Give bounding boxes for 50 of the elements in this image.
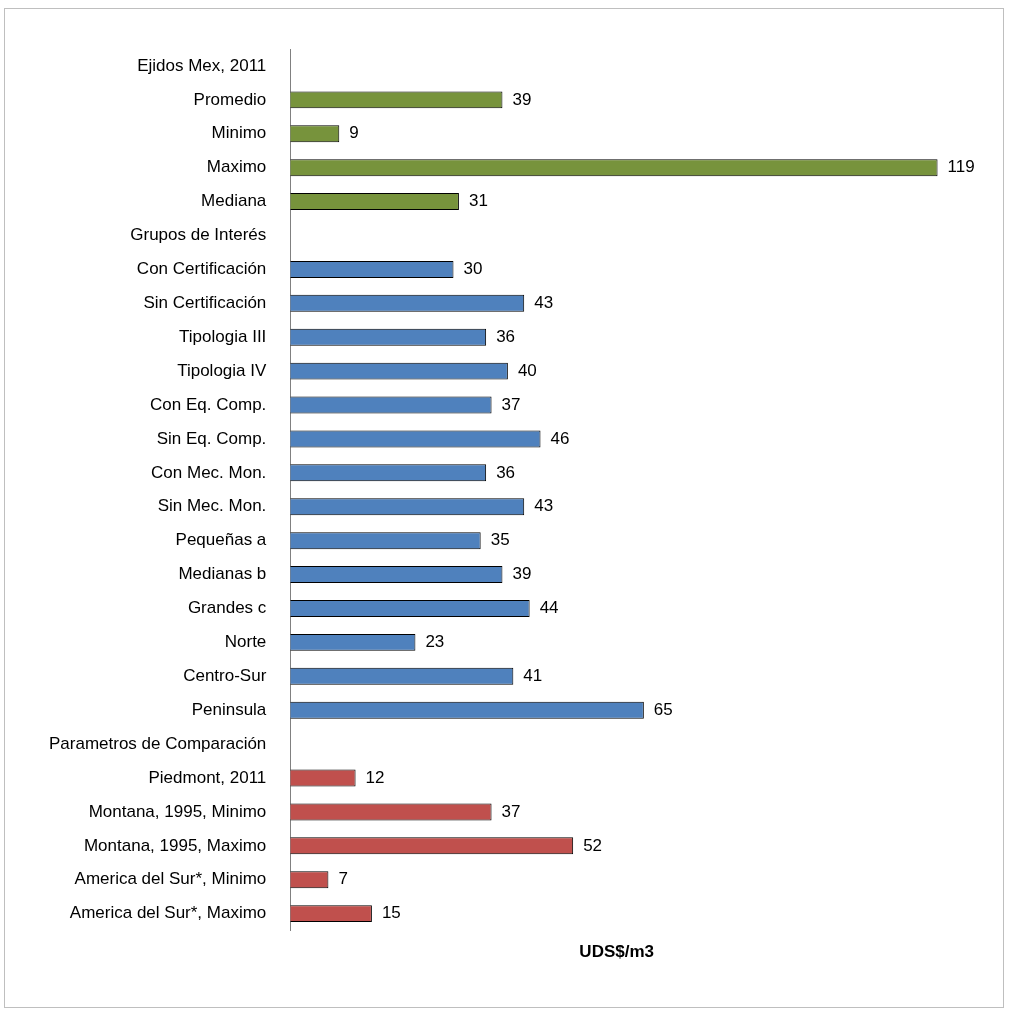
data-label: 15 [381, 903, 401, 923]
data-label: 12 [365, 767, 385, 787]
y-tick-label: Grandes c [187, 598, 267, 618]
data-label: 119 [947, 157, 975, 177]
data-label: 43 [534, 496, 554, 516]
data-label: 39 [512, 564, 532, 584]
data-label: 36 [496, 326, 516, 346]
data-label: 23 [425, 632, 445, 652]
data-label: 65 [653, 699, 673, 719]
data-label: 39 [512, 89, 532, 109]
data-label: 37 [501, 394, 521, 414]
data-label: 41 [523, 665, 543, 685]
y-tick-label: Norte [224, 632, 267, 652]
y-tick-label: Montana, 1995, Maximo [83, 835, 267, 855]
y-tick-label: America del Sur*, Minimo [74, 869, 267, 889]
y-tick-label: Sin Eq. Comp. [156, 428, 267, 448]
data-label: 40 [517, 360, 537, 380]
data-label: 7 [338, 869, 348, 889]
y-tick-label: Grupos de Interés [130, 225, 267, 245]
y-tick-label: Medianas b [178, 564, 267, 584]
y-tick-label: Tipologia III [179, 326, 267, 346]
y-tick-label: Maximo [206, 157, 267, 177]
y-tick-label: Con Mec. Mon. [151, 462, 267, 482]
data-label: 9 [349, 123, 359, 143]
y-tick-label: Peninsula [191, 699, 267, 719]
data-label: 37 [501, 801, 521, 821]
y-tick-label: Pequeñas a [175, 530, 267, 550]
y-tick-label: Minimo [211, 123, 267, 143]
y-tick-label: Montana, 1995, Minimo [88, 801, 267, 821]
data-label: 44 [539, 598, 559, 618]
data-label: 36 [496, 462, 516, 482]
data-label: 30 [463, 259, 483, 279]
y-tick-label: Con Eq. Comp. [150, 394, 267, 414]
y-tick-label: Parametros de Comparación [48, 733, 267, 753]
y-tick-label: Piedmont, 2011 [148, 767, 267, 787]
y-tick-label: Mediana [201, 191, 267, 211]
data-label: 31 [468, 191, 488, 211]
data-label: 52 [583, 835, 603, 855]
y-tick-label: Tipologia IV [177, 360, 267, 380]
data-label: 46 [550, 428, 570, 448]
y-tick-label: Ejidos Mex, 2011 [137, 55, 267, 75]
y-tick-label: Promedio [193, 89, 267, 109]
y-tick-label: Centro-Sur [183, 665, 267, 685]
x-axis-title: UDS$/m3 [579, 942, 654, 962]
y-tick-label: Con Certificación [136, 259, 267, 279]
data-label: 35 [490, 530, 510, 550]
y-tick-label: America del Sur*, Maximo [69, 903, 267, 923]
y-tick-label: Sin Certificación [143, 293, 267, 312]
y-tick-label: Sin Mec. Mon. [157, 496, 267, 516]
data-label: 43 [534, 293, 554, 312]
